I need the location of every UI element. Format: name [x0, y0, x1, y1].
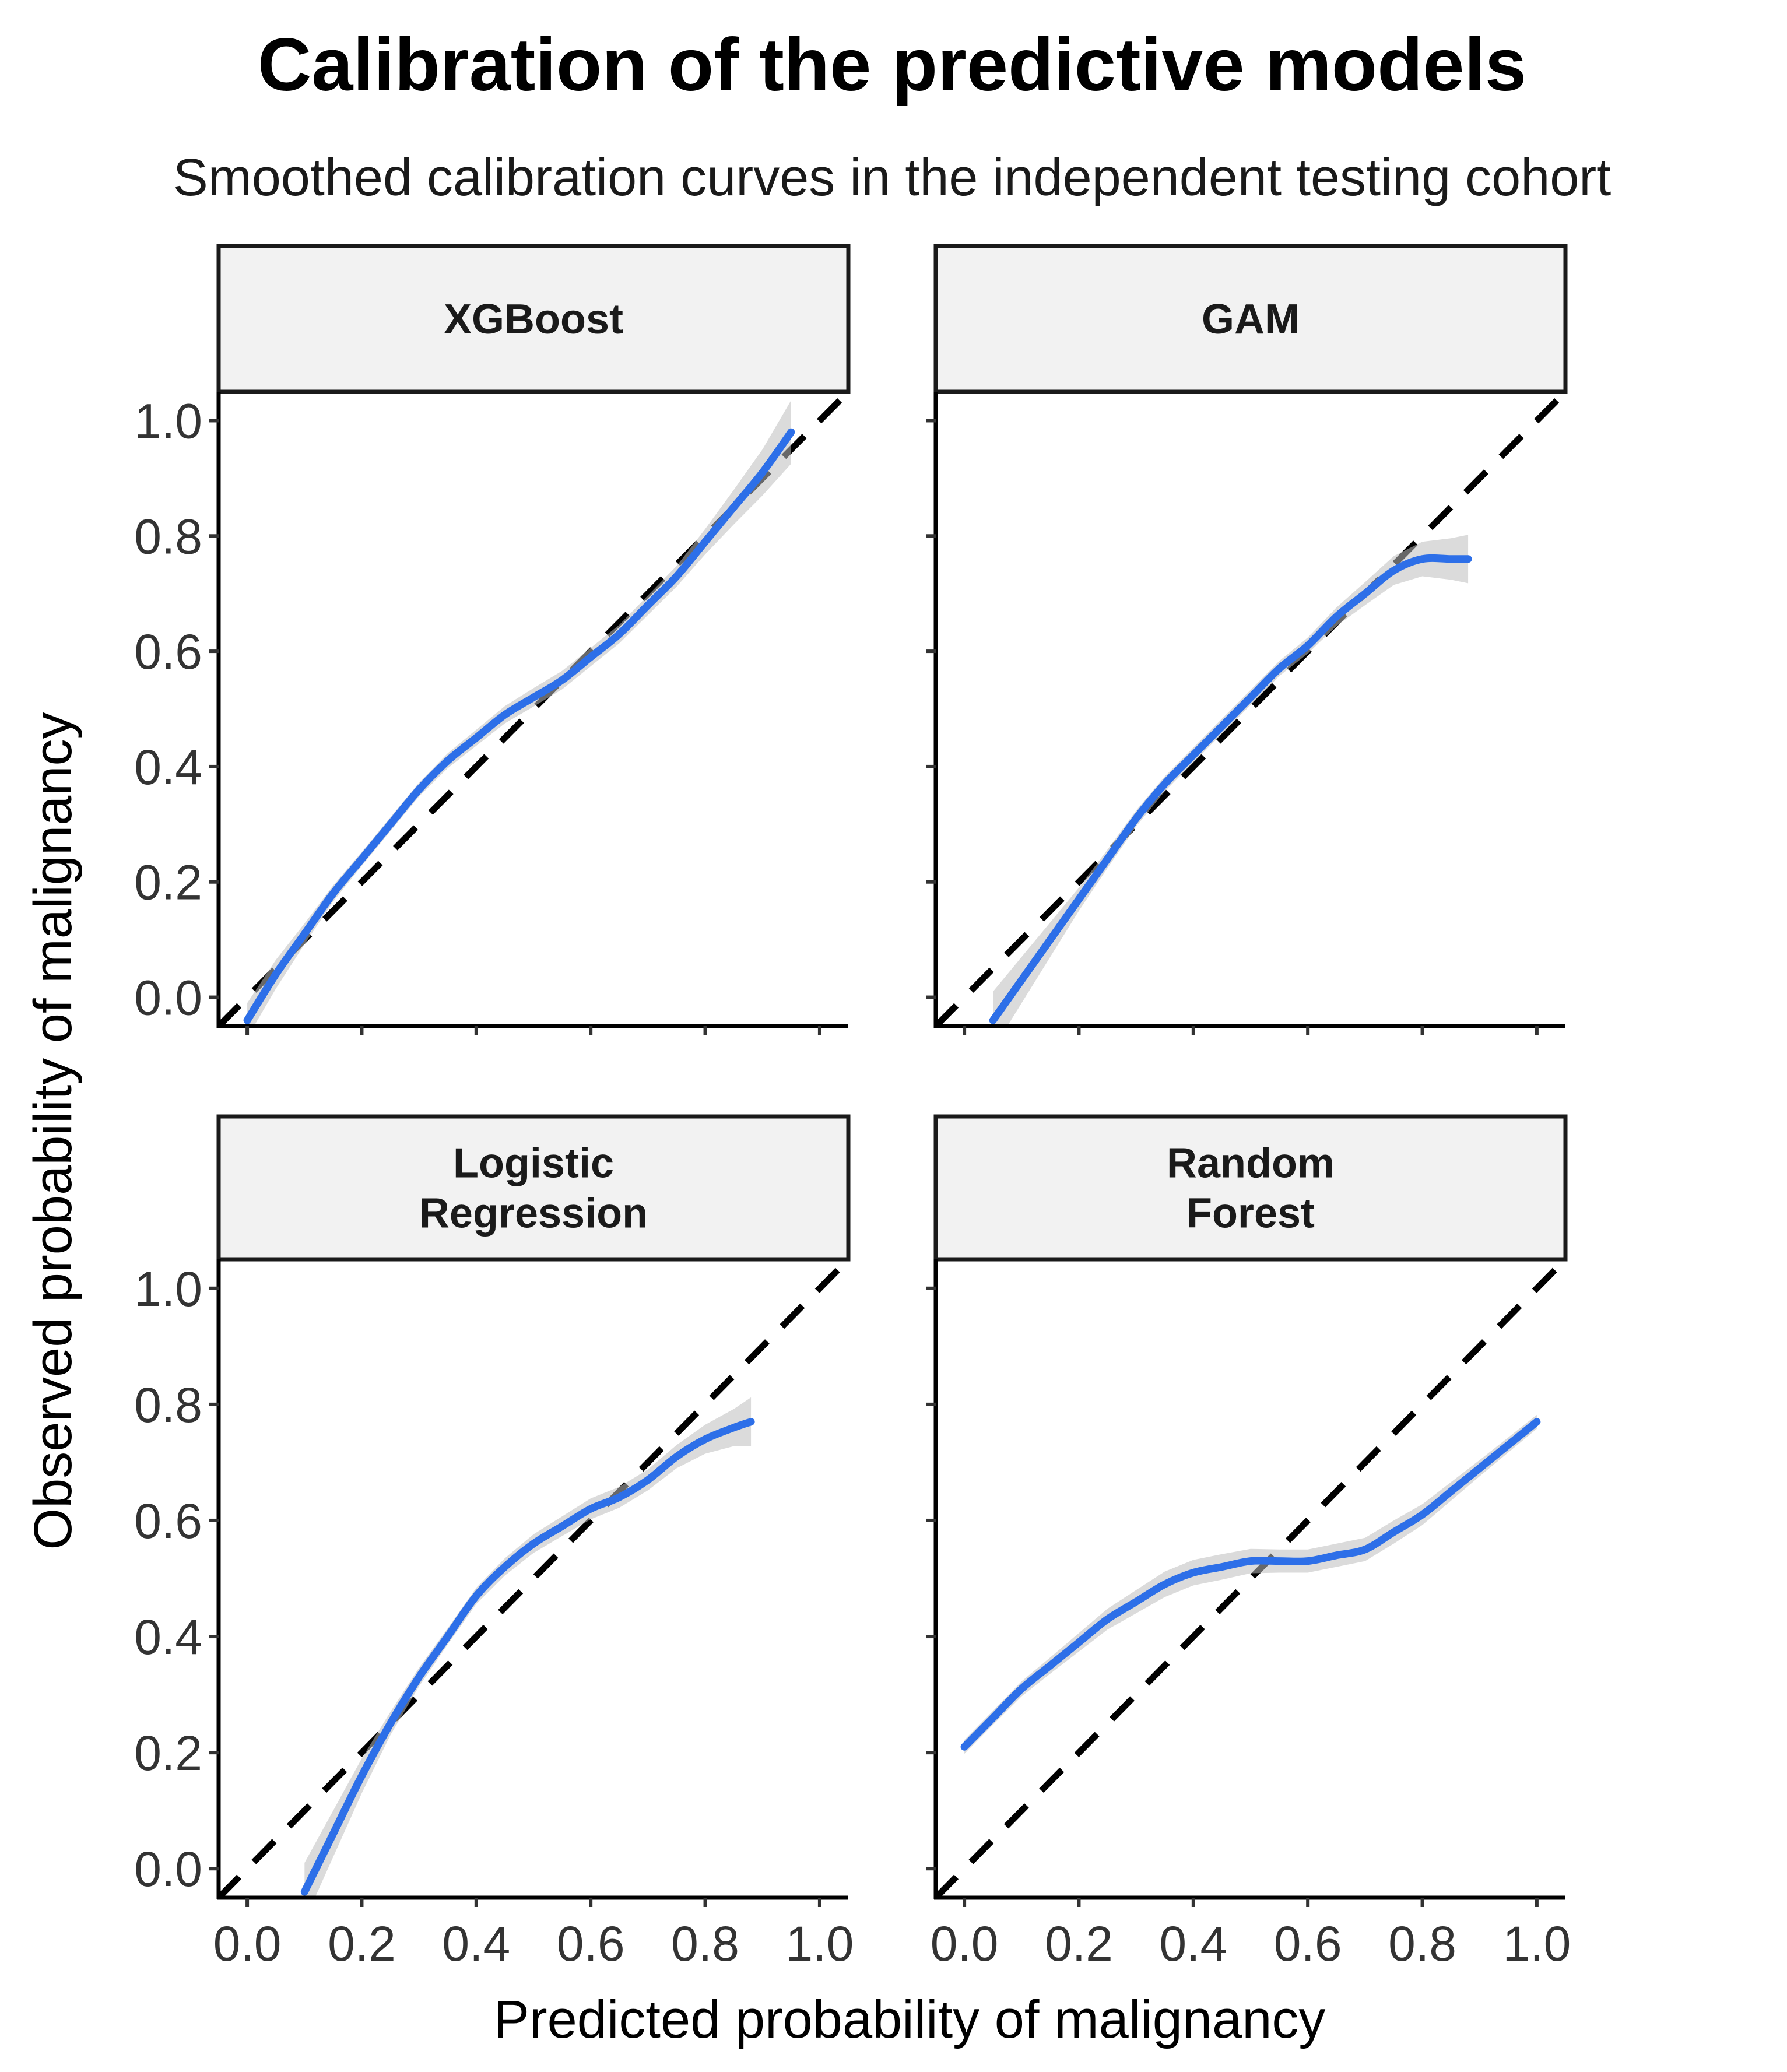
- strip-logistic-regression: [216, 1114, 851, 1262]
- x-tick-label: 0.2: [328, 1916, 396, 1971]
- strip-label-xgboost: XGBoost: [444, 296, 623, 343]
- confidence-band-random-forest: [964, 1414, 1537, 1754]
- x-tick-label: 0.2: [1045, 1916, 1113, 1971]
- y-tick-label: 0.8: [134, 1378, 202, 1432]
- y-tick-label: 0.0: [134, 1842, 202, 1897]
- y-axis-title: Observed probability of malignancy: [23, 712, 83, 1550]
- strip-label-logistic-regression: Logistic: [453, 1140, 614, 1187]
- plot-area-gam: [936, 392, 1565, 1026]
- y-tick-label: 0.2: [134, 1726, 202, 1780]
- confidence-band-xgboost: [247, 400, 791, 1026]
- reference-line-logistic-regression: [219, 1259, 848, 1898]
- strip-label-logistic-regression: Regression: [419, 1190, 648, 1237]
- plot-area-xgboost: [219, 392, 848, 1026]
- strip-label-random-forest: Forest: [1186, 1190, 1315, 1237]
- facet-panels: XGBoost 0.0 0.2 0.4 0.6 0.8 1.0 GAM LogisticRegr…: [134, 244, 1571, 1971]
- calibration-curve-random-forest: [960, 1418, 1541, 1751]
- x-tick-label: 0.4: [1159, 1916, 1227, 1971]
- y-tick-label: 0.8: [134, 509, 202, 564]
- y-tick-label: 0.6: [134, 1494, 202, 1548]
- reference-line-random-forest: [936, 1259, 1565, 1898]
- panel-gam: GAM: [926, 244, 1568, 1035]
- strip-label-gam: GAM: [1202, 296, 1300, 343]
- chart-subtitle: Smoothed calibration curves in the indep…: [173, 149, 1612, 207]
- x-axis-title: Predicted probability of malignancy: [494, 1990, 1326, 2049]
- strip-xgboost: [216, 244, 851, 394]
- chart-title: Calibration of the predictive models: [258, 23, 1526, 107]
- confidence-band-logistic-regression: [304, 1397, 752, 1898]
- y-tick-label: 1.0: [134, 1262, 202, 1316]
- x-tick-label: 0.6: [557, 1916, 625, 1971]
- x-tick-label: 0.8: [1388, 1916, 1456, 1971]
- calibration-curve-xgboost: [243, 428, 795, 1024]
- reference-line-gam: [936, 392, 1565, 1026]
- calibration-curve-logistic-regression: [300, 1418, 755, 1896]
- y-tick-label: 1.0: [134, 394, 202, 448]
- panel-xgboost: XGBoost 0.0 0.2 0.4 0.6 0.8 1.0: [134, 244, 851, 1035]
- x-tick-label: 1.0: [786, 1916, 854, 1971]
- plot-area-logistic-regression: [219, 1259, 848, 1898]
- strip-label-random-forest: Random: [1167, 1140, 1335, 1187]
- y-tick-label: 0.6: [134, 624, 202, 679]
- x-tick-label: 0.0: [213, 1916, 282, 1971]
- y-tick-label: 0.2: [134, 855, 202, 910]
- strip-gam: [933, 244, 1568, 394]
- x-tick-label: 0.4: [442, 1916, 510, 1971]
- x-tick-label: 0.0: [931, 1916, 999, 1971]
- y-tick-label: 0.4: [134, 1610, 202, 1664]
- strip-random-forest: [933, 1114, 1568, 1262]
- confidence-band-gam: [993, 535, 1469, 1026]
- plot-area-random-forest: [936, 1259, 1565, 1898]
- x-tick-label: 0.8: [671, 1916, 739, 1971]
- calibration-curve-gam: [989, 554, 1472, 1024]
- x-tick-label: 1.0: [1503, 1916, 1571, 1971]
- y-tick-label: 0.4: [134, 740, 202, 795]
- y-tick-label: 0.0: [134, 971, 202, 1026]
- x-tick-label: 0.6: [1274, 1916, 1342, 1971]
